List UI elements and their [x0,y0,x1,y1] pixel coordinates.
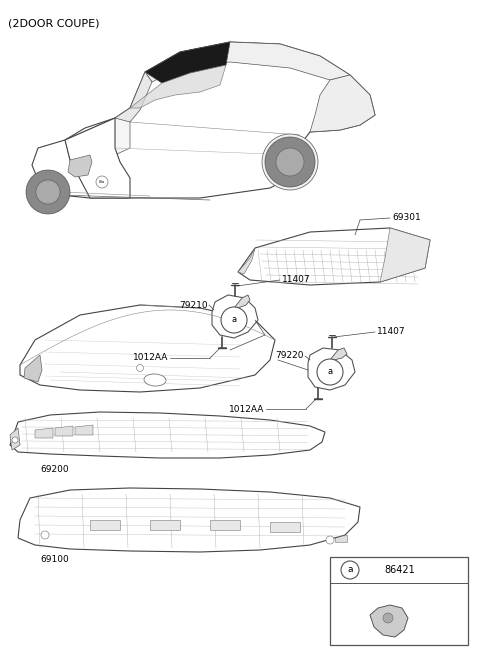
Polygon shape [68,155,92,177]
Polygon shape [115,72,152,124]
Polygon shape [370,605,408,637]
Circle shape [262,134,318,190]
Text: 86421: 86421 [384,565,415,575]
Text: a: a [347,566,353,574]
Polygon shape [234,295,250,308]
Circle shape [41,531,49,539]
Polygon shape [150,520,180,530]
Text: 79210: 79210 [180,301,208,309]
Polygon shape [65,118,130,198]
Ellipse shape [144,374,166,386]
Circle shape [136,364,144,371]
Circle shape [326,536,334,544]
Circle shape [221,307,247,333]
Polygon shape [65,118,130,160]
Polygon shape [238,248,255,274]
Circle shape [383,613,393,623]
Polygon shape [145,42,350,82]
Circle shape [265,137,315,187]
Polygon shape [130,65,226,108]
Bar [330,557,468,645]
Polygon shape [18,488,360,552]
Polygon shape [35,428,53,438]
Polygon shape [75,425,93,435]
Circle shape [276,148,304,176]
Circle shape [341,561,359,579]
Bar [310,532,322,539]
Polygon shape [10,428,20,450]
Polygon shape [212,295,258,338]
Circle shape [36,180,60,204]
Text: 11407: 11407 [282,274,311,284]
Text: a: a [231,315,237,325]
Text: 1012AA: 1012AA [228,405,264,414]
Circle shape [26,170,70,214]
Circle shape [96,176,108,188]
Polygon shape [308,348,355,390]
Polygon shape [32,42,375,198]
Polygon shape [210,520,240,530]
Circle shape [12,437,18,443]
Text: (2DOOR COUPE): (2DOOR COUPE) [8,18,99,28]
Text: 69301: 69301 [392,212,421,221]
Text: 79220: 79220 [276,352,304,360]
Circle shape [272,144,308,180]
Polygon shape [24,355,42,382]
Text: 1012AA: 1012AA [132,354,168,362]
Text: 69200: 69200 [40,465,69,474]
Polygon shape [238,228,430,285]
Polygon shape [145,42,230,83]
Polygon shape [90,520,120,530]
Polygon shape [380,228,430,282]
Bar [335,535,347,542]
Text: Kia: Kia [99,180,105,184]
Polygon shape [20,305,275,392]
Polygon shape [310,75,375,132]
Text: 11407: 11407 [377,327,406,336]
Text: a: a [327,368,333,377]
Circle shape [317,359,343,385]
Polygon shape [270,522,300,532]
Polygon shape [55,426,73,436]
Polygon shape [10,412,325,458]
Polygon shape [330,348,347,360]
Text: 69100: 69100 [40,555,69,564]
